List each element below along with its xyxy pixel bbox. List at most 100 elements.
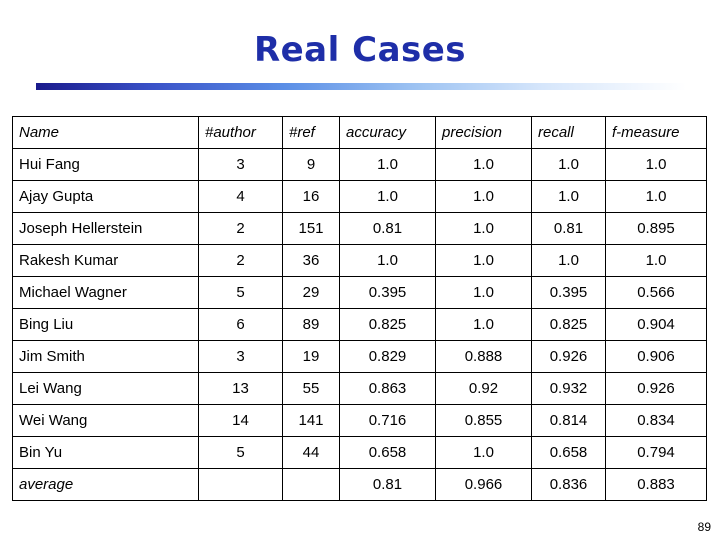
cell-recall: 1.0 — [531, 148, 606, 181]
cell-precision: 1.0 — [435, 436, 532, 469]
cell-precision: 0.888 — [435, 340, 532, 373]
cell-f-measure: 0.794 — [605, 436, 707, 469]
cell-f-measure: 1.0 — [605, 148, 707, 181]
cell-f-measure: 0.926 — [605, 372, 707, 405]
header-ref: #ref — [282, 116, 340, 149]
average-ref-count — [282, 468, 340, 501]
cell-author-count: 3 — [198, 340, 283, 373]
table-row: Joseph Hellerstein 2 151 0.81 1.0 0.81 0.895 — [12, 212, 707, 245]
table-row: Lei Wang 13 55 0.863 0.92 0.932 0.926 — [12, 372, 707, 405]
cell-precision: 1.0 — [435, 308, 532, 341]
cell-precision: 1.0 — [435, 244, 532, 277]
cell-author-count: 14 — [198, 404, 283, 437]
cell-recall: 0.814 — [531, 404, 606, 437]
page-number: 89 — [697, 520, 711, 534]
cell-author-count: 2 — [198, 212, 283, 245]
cell-accuracy: 1.0 — [339, 148, 436, 181]
cell-recall: 0.81 — [531, 212, 606, 245]
cell-recall: 0.825 — [531, 308, 606, 341]
table-row: Michael Wagner 5 29 0.395 1.0 0.395 0.566 — [12, 276, 707, 309]
cell-accuracy: 1.0 — [339, 180, 436, 213]
cell-f-measure: 0.906 — [605, 340, 707, 373]
table-row: Bin Yu 5 44 0.658 1.0 0.658 0.794 — [12, 436, 707, 469]
cell-ref-count: 29 — [282, 276, 340, 309]
cell-recall: 1.0 — [531, 180, 606, 213]
table-row: Hui Fang 3 9 1.0 1.0 1.0 1.0 — [12, 148, 707, 181]
cell-ref-count: 151 — [282, 212, 340, 245]
cell-author-count: 5 — [198, 276, 283, 309]
cell-ref-count: 44 — [282, 436, 340, 469]
cell-name: Rakesh Kumar — [12, 244, 199, 277]
cell-author-count: 5 — [198, 436, 283, 469]
slide-title: Real Cases — [253, 30, 467, 70]
table-row: Bing Liu 6 89 0.825 1.0 0.825 0.904 — [12, 308, 707, 341]
average-f-measure: 0.883 — [605, 468, 707, 501]
header-author: #author — [198, 116, 283, 149]
cell-accuracy: 0.863 — [339, 372, 436, 405]
table-row: Ajay Gupta 4 16 1.0 1.0 1.0 1.0 — [12, 180, 707, 213]
table-row: Wei Wang 14 141 0.716 0.855 0.814 0.834 — [12, 404, 707, 437]
cell-f-measure: 0.895 — [605, 212, 707, 245]
average-precision: 0.966 — [435, 468, 532, 501]
cell-precision: 0.92 — [435, 372, 532, 405]
header-recall: recall — [531, 116, 606, 149]
cell-precision: 1.0 — [435, 148, 532, 181]
cell-recall: 0.395 — [531, 276, 606, 309]
average-row: average 0.81 0.966 0.836 0.883 — [12, 468, 707, 501]
table-row: Jim Smith 3 19 0.829 0.888 0.926 0.906 — [12, 340, 707, 373]
cell-author-count: 4 — [198, 180, 283, 213]
header-f-measure: f-measure — [605, 116, 707, 149]
cell-ref-count: 89 — [282, 308, 340, 341]
cell-name: Lei Wang — [12, 372, 199, 405]
cell-name: Bin Yu — [12, 436, 199, 469]
cell-recall: 0.926 — [531, 340, 606, 373]
table-row: Rakesh Kumar 2 36 1.0 1.0 1.0 1.0 — [12, 244, 707, 277]
title-divider — [36, 83, 686, 90]
cell-name: Michael Wagner — [12, 276, 199, 309]
cell-ref-count: 19 — [282, 340, 340, 373]
cell-name: Joseph Hellerstein — [12, 212, 199, 245]
cell-author-count: 3 — [198, 148, 283, 181]
cell-f-measure: 0.834 — [605, 404, 707, 437]
cell-recall: 0.932 — [531, 372, 606, 405]
cell-author-count: 13 — [198, 372, 283, 405]
cell-accuracy: 0.658 — [339, 436, 436, 469]
cell-ref-count: 16 — [282, 180, 340, 213]
average-accuracy: 0.81 — [339, 468, 436, 501]
cell-precision: 1.0 — [435, 212, 532, 245]
header-precision: precision — [435, 116, 532, 149]
cell-ref-count: 36 — [282, 244, 340, 277]
cell-recall: 1.0 — [531, 244, 606, 277]
cell-f-measure: 0.904 — [605, 308, 707, 341]
cell-ref-count: 9 — [282, 148, 340, 181]
header-accuracy: accuracy — [339, 116, 436, 149]
cell-name: Wei Wang — [12, 404, 199, 437]
cell-f-measure: 0.566 — [605, 276, 707, 309]
cell-accuracy: 0.81 — [339, 212, 436, 245]
cell-precision: 1.0 — [435, 276, 532, 309]
average-author-count — [198, 468, 283, 501]
cell-precision: 0.855 — [435, 404, 532, 437]
cell-accuracy: 0.829 — [339, 340, 436, 373]
cell-ref-count: 141 — [282, 404, 340, 437]
cell-name: Jim Smith — [12, 340, 199, 373]
cell-accuracy: 0.825 — [339, 308, 436, 341]
cell-name: Bing Liu — [12, 308, 199, 341]
header-name: Name — [12, 116, 199, 149]
cell-f-measure: 1.0 — [605, 180, 707, 213]
cell-f-measure: 1.0 — [605, 244, 707, 277]
table-header-row: Name #author #ref accuracy precision rec… — [12, 116, 707, 149]
cell-accuracy: 0.716 — [339, 404, 436, 437]
cell-author-count: 2 — [198, 244, 283, 277]
cell-accuracy: 0.395 — [339, 276, 436, 309]
average-name: average — [12, 468, 199, 501]
cell-recall: 0.658 — [531, 436, 606, 469]
results-table: Name #author #ref accuracy precision rec… — [12, 116, 707, 501]
cell-name: Hui Fang — [12, 148, 199, 181]
cell-author-count: 6 — [198, 308, 283, 341]
cell-ref-count: 55 — [282, 372, 340, 405]
cell-accuracy: 1.0 — [339, 244, 436, 277]
cell-precision: 1.0 — [435, 180, 532, 213]
average-recall: 0.836 — [531, 468, 606, 501]
cell-name: Ajay Gupta — [12, 180, 199, 213]
